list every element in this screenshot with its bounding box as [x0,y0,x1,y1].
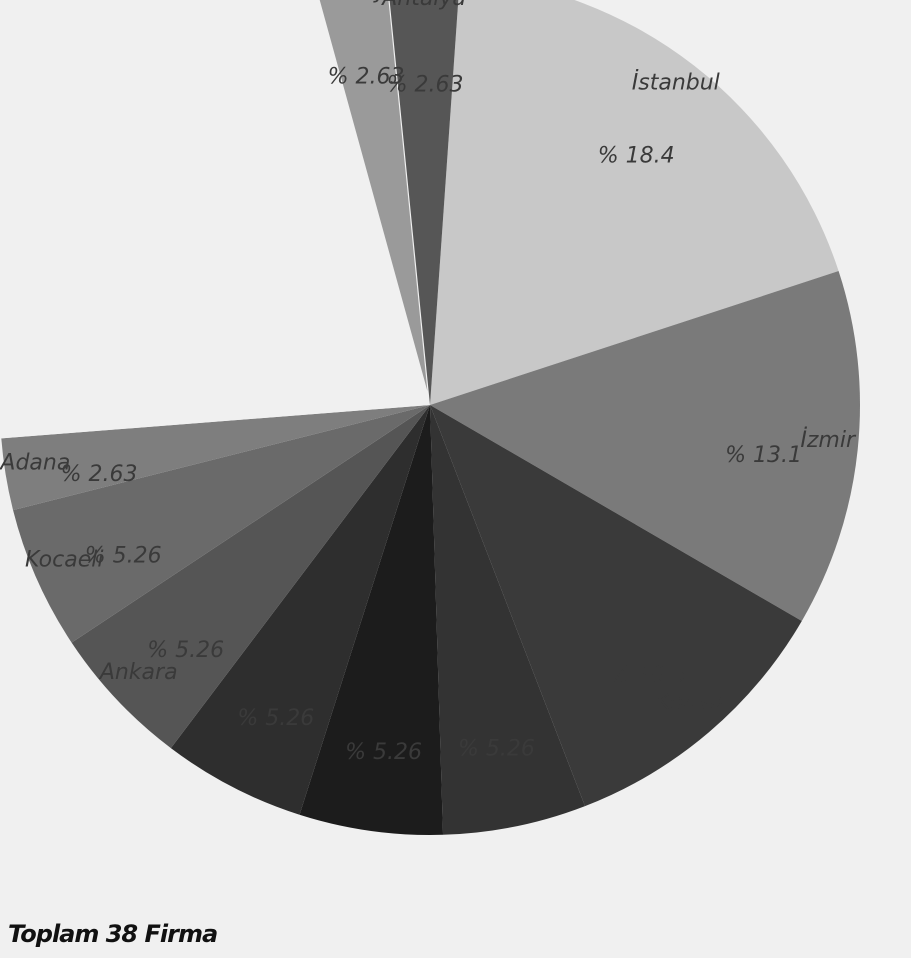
pie-slices [0,0,860,835]
pie-slice-blank-5 [170,405,431,815]
slice-label-adana: Adana [0,451,70,476]
pie-slice-kocaeli [13,405,431,643]
slice-percent-konya: % 10.5 [609,663,686,688]
slice-label-konya: Konya [656,690,724,715]
pie-slice-izmir [430,271,860,621]
slice-percent-antalya: % 2.63 [387,73,464,98]
slice-percent-unnamed-5: % 5.26 [237,706,314,731]
pie-slice-blank-3 [430,405,586,835]
slice-percent-adana: % 2.63 [61,462,138,487]
slice-percent-ankara: % 5.26 [147,638,224,663]
pie-slice-blank-4 [299,405,444,835]
pie-slice-adana [1,405,430,511]
pie-slice-antalya [389,0,459,405]
slice-percent-hatay: % 2.63 [328,65,405,90]
slice-label-istanbul: İstanbul [632,70,720,96]
pie-slice-konya [430,405,802,807]
slice-percent-kocaeli: % 5.26 [85,544,162,569]
slice-label-kocaeli: Kocaeli [25,548,103,573]
slice-label-hatay: Hatay [322,0,388,4]
pie-slice-ankara [71,405,430,749]
pie-labels: İstanbul % 18.4 İzmir% 13.1 Konya% 10.5 % 5.… [0,0,857,765]
slice-percent-izmir: % 13.1 [725,443,802,468]
slice-label-antalya: Antalya [380,0,466,11]
pie-slice-hatay [319,0,428,392]
slice-label-ankara: Ankara [98,660,178,685]
pie-slice-blank-9 [0,0,430,439]
slice-label-izmir: İzmir [800,427,857,453]
slice-percent-unnamed-4: % 5.26 [345,740,422,765]
slice-percent-unnamed-3: % 5.26 [458,737,535,762]
pie-slice-istanbul [430,0,839,405]
total-caption: Toplam 38 Firma [8,920,218,948]
slice-percent-istanbul: % 18.4 [598,143,675,168]
